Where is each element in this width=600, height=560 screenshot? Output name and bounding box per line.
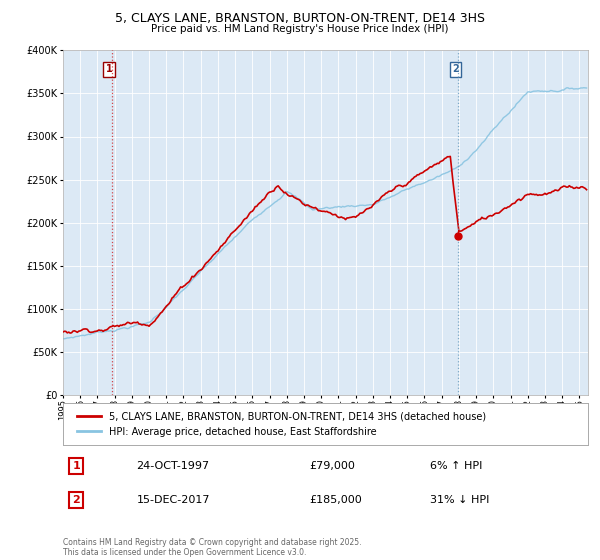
Legend: 5, CLAYS LANE, BRANSTON, BURTON-ON-TRENT, DE14 3HS (detached house), HPI: Averag: 5, CLAYS LANE, BRANSTON, BURTON-ON-TRENT… (73, 408, 490, 441)
Text: 5, CLAYS LANE, BRANSTON, BURTON-ON-TRENT, DE14 3HS: 5, CLAYS LANE, BRANSTON, BURTON-ON-TRENT… (115, 12, 485, 25)
Text: 1: 1 (72, 461, 80, 471)
Text: 2: 2 (72, 495, 80, 505)
Text: 31% ↓ HPI: 31% ↓ HPI (431, 495, 490, 505)
Text: £185,000: £185,000 (310, 495, 362, 505)
Text: 15-DEC-2017: 15-DEC-2017 (137, 495, 210, 505)
Text: Contains HM Land Registry data © Crown copyright and database right 2025.
This d: Contains HM Land Registry data © Crown c… (63, 538, 361, 557)
Text: Price paid vs. HM Land Registry's House Price Index (HPI): Price paid vs. HM Land Registry's House … (151, 24, 449, 34)
Text: 2: 2 (452, 64, 459, 74)
Text: 24-OCT-1997: 24-OCT-1997 (137, 461, 209, 471)
Text: 1: 1 (106, 64, 112, 74)
Text: 6% ↑ HPI: 6% ↑ HPI (431, 461, 483, 471)
Text: £79,000: £79,000 (310, 461, 356, 471)
